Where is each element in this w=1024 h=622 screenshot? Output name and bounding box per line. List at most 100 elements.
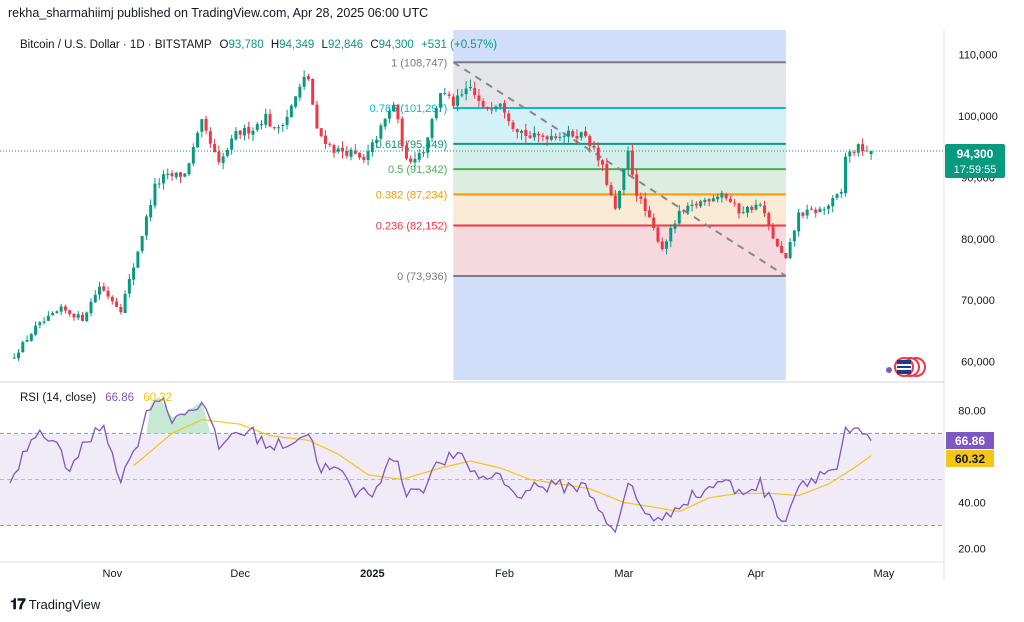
- candle-body: [187, 163, 191, 175]
- candle-body: [473, 88, 477, 96]
- candle-body: [639, 196, 643, 199]
- candle-body: [460, 94, 464, 96]
- candle-body: [869, 150, 873, 155]
- candle-body: [106, 290, 110, 297]
- price-tick-label: 110,000: [959, 50, 998, 62]
- candle-body: [609, 185, 613, 196]
- symbol-legend[interactable]: Bitcoin / U.S. Dollar · 1D · BITSTAMP O9…: [20, 39, 497, 51]
- low-label: L: [322, 39, 329, 51]
- candle-body: [366, 151, 370, 160]
- candle-body: [157, 183, 161, 185]
- candle-body: [626, 150, 630, 169]
- candle-body: [413, 158, 417, 163]
- rsi-ma-line: [133, 418, 872, 513]
- candle-body: [298, 86, 302, 98]
- candle-body: [247, 126, 251, 134]
- candle-body: [255, 124, 259, 130]
- candle-body: [396, 104, 400, 120]
- candle-body: [110, 296, 114, 302]
- candle-body: [554, 136, 558, 139]
- candle-body: [392, 104, 396, 112]
- candle-body: [379, 125, 383, 139]
- candle-body: [294, 96, 298, 107]
- candle-body: [566, 130, 570, 137]
- candle-body: [12, 357, 16, 359]
- close-label: C: [370, 39, 378, 51]
- candle-body: [341, 147, 344, 152]
- fibonacci-retracement[interactable]: 1 (108,747)0.786 (101,297)0.618 (95,449)…: [370, 57, 786, 283]
- candle-body: [400, 118, 404, 147]
- candle-body: [362, 156, 366, 161]
- low-value: 92,846: [328, 39, 363, 51]
- candle-body: [848, 151, 852, 157]
- candle-body: [494, 106, 498, 110]
- high-label: H: [271, 39, 279, 51]
- time-tick-label: Apr: [747, 568, 764, 580]
- candle-body: [336, 148, 340, 152]
- candle-body: [605, 163, 609, 185]
- fib-zone-0.236: [453, 225, 786, 277]
- fib-zone-1: [453, 62, 786, 109]
- publisher-text: rekha_sharmahiimj published on TradingVi…: [8, 6, 429, 20]
- candle-body: [507, 113, 511, 122]
- candle-body: [571, 131, 575, 137]
- candle-body: [230, 138, 234, 150]
- candle-body: [140, 236, 144, 252]
- candle-body: [443, 93, 447, 95]
- candle-body: [737, 203, 741, 214]
- trend-line-segment: [452, 61, 787, 277]
- candle-body: [115, 301, 119, 307]
- svg-text:RSI (14, close) 66.86: RSI (14, close) 66.86 60.32: [20, 392, 172, 404]
- time-tick-label: Mar: [614, 568, 633, 580]
- candle-body: [456, 95, 460, 106]
- candle-body: [861, 144, 865, 152]
- candle-body: [652, 217, 656, 228]
- candle-body: [558, 136, 562, 138]
- price-badge-countdown: 17:59:55: [954, 164, 997, 176]
- candle-body: [643, 198, 647, 212]
- candle-body: [144, 216, 148, 236]
- candle-body: [477, 95, 481, 101]
- candle-body: [46, 315, 50, 321]
- candle-body: [345, 151, 349, 156]
- candle-body: [166, 173, 170, 175]
- candle-body: [669, 227, 673, 242]
- candle-body: [174, 172, 178, 178]
- open-value: 93,780: [228, 39, 263, 51]
- candle-body: [85, 312, 89, 322]
- rsi-overbought-area: [146, 396, 211, 434]
- candle-body: [451, 96, 455, 106]
- rsi-ma-legend-value: 60.32: [143, 392, 172, 404]
- footer-brand[interactable]: 𝟏𝟕 TradingView: [10, 596, 100, 613]
- candle-body: [302, 76, 306, 87]
- trend-line[interactable]: [452, 61, 787, 277]
- candle-body: [763, 205, 767, 214]
- candle-body: [826, 205, 830, 209]
- candle-body: [319, 128, 323, 137]
- candlestick-series: [12, 70, 873, 361]
- candle-body: [98, 286, 102, 295]
- candle-body: [622, 168, 626, 191]
- candle-body: [439, 92, 443, 108]
- change-value: +531 (+0.57%): [421, 39, 497, 51]
- candle-body: [136, 251, 140, 268]
- candle-body: [511, 122, 515, 129]
- candle-body: [149, 205, 153, 218]
- candle-body: [839, 191, 843, 194]
- candle-body: [191, 146, 195, 164]
- candle-body: [865, 150, 869, 152]
- candle-body: [592, 145, 596, 148]
- rsi-ma-badge-value: 60.32: [955, 452, 985, 466]
- candle-body: [370, 142, 374, 153]
- candle-body: [93, 294, 97, 303]
- us-flag-event-icon[interactable]: [886, 357, 926, 377]
- rsi-legend[interactable]: RSI (14, close) 66.86 60.32: [20, 392, 172, 404]
- time-tick-label: Dec: [230, 568, 250, 580]
- candle-body: [430, 119, 434, 138]
- candle-body: [68, 310, 72, 315]
- candle-body: [596, 147, 600, 161]
- candle-body: [200, 119, 204, 132]
- candle-body: [289, 105, 293, 118]
